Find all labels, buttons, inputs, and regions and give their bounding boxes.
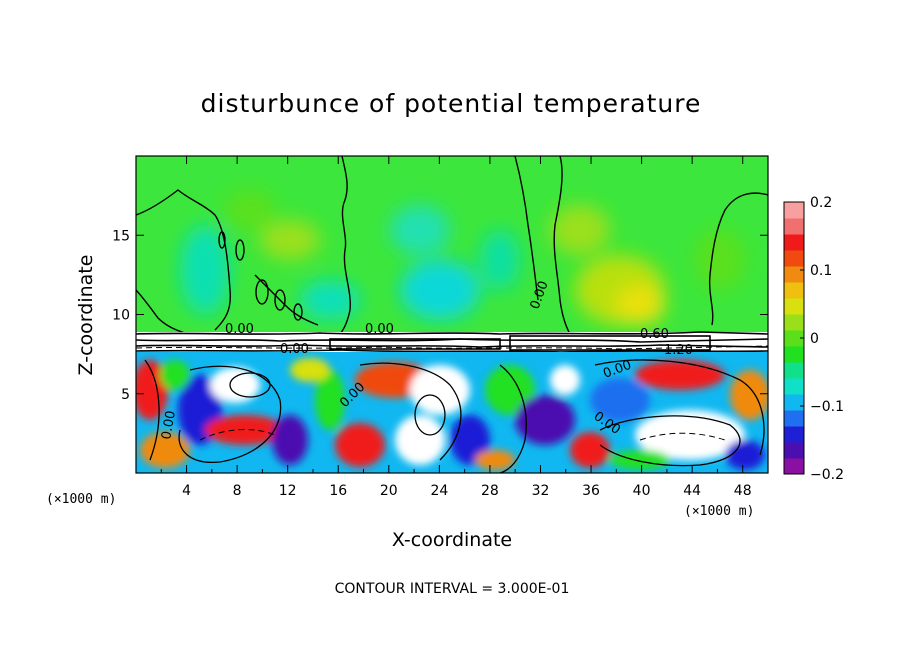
x-tick-label: 44 — [683, 483, 701, 499]
colorbar-swatch — [784, 314, 804, 331]
x-unit-left: (×1000 m) — [46, 492, 116, 507]
colorbar-swatch — [784, 250, 804, 267]
contour-label: 0.00 — [365, 322, 394, 337]
colorbar-swatch — [784, 362, 804, 379]
x-tick-label: 24 — [430, 483, 448, 499]
y-axis-label: Z-coordinate — [75, 255, 97, 376]
x-tick-label: 4 — [182, 483, 191, 499]
colorbar — [784, 202, 804, 475]
contour-label: 0.00 — [280, 342, 309, 357]
colorbar-swatch — [784, 442, 804, 459]
y-tick-label: 10 — [112, 308, 130, 324]
y-tick-label: 5 — [121, 387, 130, 403]
x-tick-label: 12 — [279, 483, 297, 499]
x-tick-label: 48 — [734, 483, 752, 499]
colorbar-swatch — [784, 282, 804, 299]
colorbar-swatch — [784, 202, 804, 219]
colorbar-swatch — [784, 218, 804, 235]
colorbar-swatch — [784, 394, 804, 411]
chart-title: disturbunce of potential temperature — [201, 89, 702, 118]
colorbar-tick-label: 0.1 — [810, 263, 832, 279]
x-tick-label: 8 — [233, 483, 242, 499]
x-tick-label: 28 — [481, 483, 499, 499]
x-axis-label: X-coordinate — [392, 529, 512, 551]
colorbar-tick-label: 0.2 — [810, 195, 832, 211]
x-tick-label: 36 — [582, 483, 600, 499]
y-axis: 5 10 15 — [112, 228, 768, 403]
x-tick-label: 40 — [633, 483, 651, 499]
x-tick-label: 16 — [329, 483, 347, 499]
colorbar-ticks: 0.2 0.1 0 −0.1 −0.2 — [800, 195, 844, 483]
contour-label: 0.00 — [159, 410, 179, 441]
contour-label: 0.00 — [225, 322, 254, 337]
plot-area: 0.00 0.00 0.00 0.00 0.60 1.20 0.00 0.00 … — [136, 156, 768, 473]
colorbar-tick-label: 0 — [810, 331, 819, 347]
contour-interval: CONTOUR INTERVAL = 3.000E-01 — [335, 581, 570, 597]
x-axis: 4 8 12 16 20 24 28 32 36 40 44 48 — [160, 156, 752, 499]
contour-label: 1.20 — [664, 343, 693, 358]
x-tick-label: 32 — [532, 483, 550, 499]
colorbar-swatch — [784, 330, 804, 347]
colorbar-swatch — [784, 266, 804, 283]
x-unit-right: (×1000 m) — [684, 504, 754, 519]
upper-field — [136, 156, 768, 335]
colorbar-swatch — [784, 378, 804, 395]
colorbar-swatch — [784, 234, 804, 251]
y-tick-label: 15 — [112, 228, 130, 244]
lower-contours — [144, 359, 765, 473]
x-tick-label: 20 — [380, 483, 398, 499]
colorbar-swatch — [784, 298, 804, 315]
colorbar-swatch — [784, 346, 804, 363]
colorbar-swatch — [784, 458, 804, 475]
colorbar-swatch — [784, 410, 804, 427]
lower-field — [136, 352, 768, 473]
colorbar-swatch — [784, 426, 804, 443]
upper-contours — [136, 156, 768, 335]
colorbar-tick-label: −0.1 — [810, 399, 844, 415]
colorbar-tick-label: −0.2 — [810, 467, 844, 483]
contour-label: 0.60 — [640, 327, 669, 342]
